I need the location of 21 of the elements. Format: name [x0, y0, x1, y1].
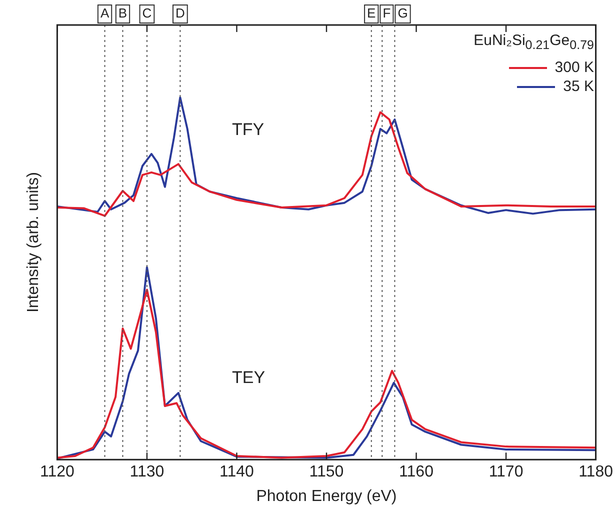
ref-line-label: G	[398, 6, 408, 21]
legend-label: 35 K	[563, 78, 594, 95]
x-tick-label: 1130	[130, 464, 164, 481]
text: EuNi₂Si$_{0.21}$Ge$_{0.79}$	[474, 32, 594, 52]
x-tick-label: 1140	[220, 464, 254, 481]
annotation: TFY	[232, 120, 264, 140]
x-tick-label: 1150	[309, 464, 344, 481]
legend-label: 300 K	[554, 59, 594, 76]
x-tick-label: 1170	[488, 464, 524, 481]
annotation: TEY	[232, 368, 266, 388]
ref-line-label: D	[175, 6, 185, 21]
ref-line-label: A	[100, 6, 110, 21]
ref-line-label: B	[118, 6, 128, 21]
ref-line-label: C	[142, 6, 152, 21]
x-axis-title: Photon Energy (eV)	[256, 488, 397, 505]
ref-line-label: E	[367, 6, 376, 21]
x-tick-label: 1180	[578, 464, 614, 481]
x-tick-label: 1160	[399, 464, 434, 481]
ref-line-label: F	[382, 6, 391, 21]
y-axis-title: Intensity (arb. units)	[25, 172, 42, 313]
x-tick-label: 1120	[40, 464, 75, 481]
